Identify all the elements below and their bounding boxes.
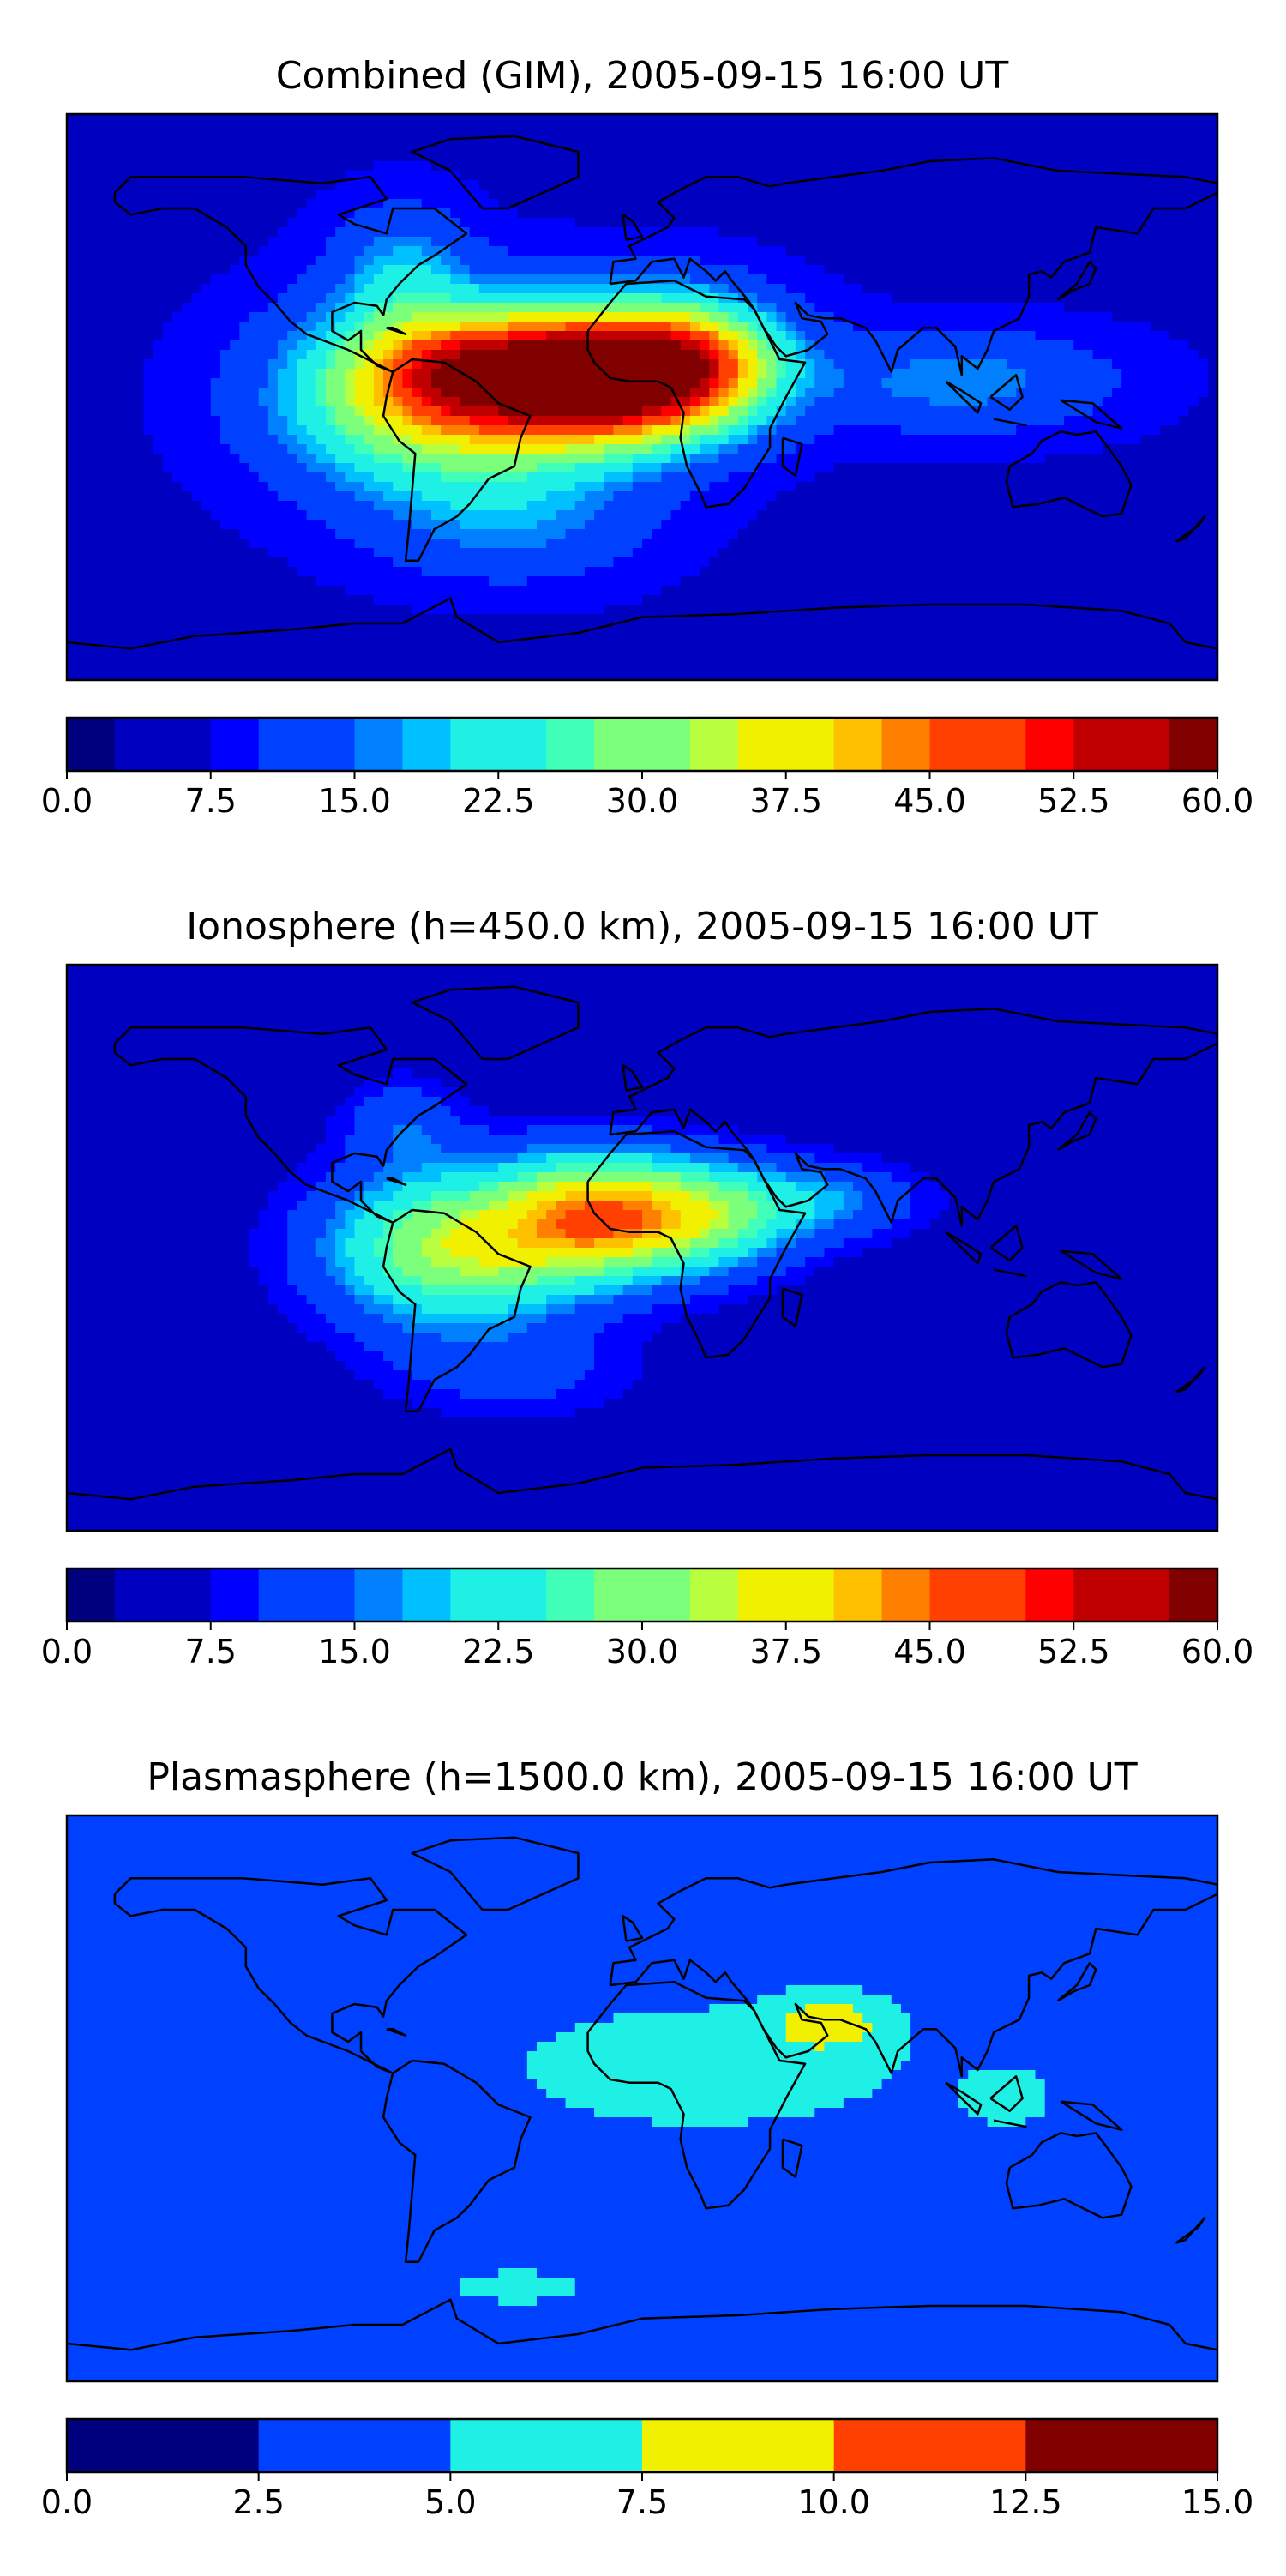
colorbar-segment	[882, 1568, 930, 1622]
colorbar-segment	[259, 1568, 307, 1622]
colorbar-tick-label: 52.5	[1037, 1633, 1110, 1670]
colorbar-segment	[834, 718, 882, 771]
colorbar-tick-label: 22.5	[462, 782, 535, 820]
colorbar-segment	[930, 1568, 978, 1622]
panel-ionosphere: Ionosphere (h=450.0 km), 2005-09-15 16:0…	[41, 905, 1254, 1670]
colorbar-segment	[642, 2419, 834, 2472]
colorbar-segment	[1073, 1568, 1121, 1622]
colorbar-segment	[1073, 718, 1121, 771]
colorbar-segment	[642, 718, 690, 771]
colorbar-segment	[738, 718, 786, 771]
panel-title: Ionosphere (h=450.0 km), 2005-09-15 16:0…	[186, 905, 1098, 948]
colorbar-tick-label: 52.5	[1037, 782, 1110, 820]
colorbar-segment	[67, 718, 115, 771]
colorbar-segment	[67, 1568, 115, 1622]
colorbar-tick-label: 37.5	[749, 1633, 822, 1670]
colorbar: 0.0 7.5 15.0 22.5 30.0 37.5 45.0 52.5 60.0	[41, 1568, 1254, 1670]
colorbar-segment	[1121, 718, 1169, 771]
colorbar-tick-label: 12.5	[989, 2483, 1062, 2521]
colorbar-segment	[259, 2419, 451, 2472]
colorbar-tick-label: 15.0	[318, 1633, 391, 1670]
colorbar-segment	[1025, 2419, 1217, 2472]
colorbar-segment	[307, 1568, 355, 1622]
colorbar-segment	[1169, 1568, 1217, 1622]
colorbar-segment	[834, 2419, 1026, 2472]
colorbar-segment	[786, 718, 834, 771]
colorbar: 0.0 2.5 5.0 7.5 10.0 12.5 15.0	[41, 2419, 1254, 2521]
colorbar-tick-label: 7.5	[185, 1633, 237, 1670]
colorbar-segment	[546, 1568, 594, 1622]
colorbar-segment	[450, 718, 498, 771]
colorbar-segment	[1025, 1568, 1073, 1622]
colorbar-segment	[690, 718, 738, 771]
colorbar-tick-label: 0.0	[41, 1633, 93, 1670]
colorbar-segment	[786, 1568, 834, 1622]
panel-combined: Combined (GIM), 2005-09-15 16:00 UT 0.0 7…	[41, 54, 1254, 820]
colorbar-segment	[67, 2419, 259, 2472]
colorbar-segment	[450, 1568, 498, 1622]
colorbar-segment	[307, 718, 355, 771]
colorbar-segment	[977, 1568, 1025, 1622]
colorbar-segment	[355, 718, 403, 771]
colorbar-segment	[594, 1568, 642, 1622]
colorbar-segment	[738, 1568, 786, 1622]
colorbar-segment	[546, 718, 594, 771]
colorbar-segment	[977, 718, 1025, 771]
colorbar-segment	[1169, 718, 1217, 771]
colorbar: 0.0 7.5 15.0 22.5 30.0 37.5 45.0 52.5 60.0	[41, 718, 1254, 820]
colorbar-tick-label: 10.0	[797, 2483, 870, 2521]
colorbar-segment	[1025, 718, 1073, 771]
colorbar-segment	[834, 1568, 882, 1622]
colorbar-segment	[163, 1568, 211, 1622]
panel-title: Combined (GIM), 2005-09-15 16:00 UT	[276, 54, 1009, 98]
colorbar-tick-label: 15.0	[1181, 2483, 1254, 2521]
colorbar-tick-label: 15.0	[318, 782, 391, 820]
colorbar-tick-label: 45.0	[893, 782, 966, 820]
colorbar-tick-label: 5.0	[424, 2483, 476, 2521]
colorbar-segment	[882, 718, 930, 771]
colorbar-segment	[402, 718, 450, 771]
colorbar-tick-label: 7.5	[616, 2483, 668, 2521]
colorbar-segment	[115, 1568, 163, 1622]
colorbar-segment	[498, 1568, 546, 1622]
colorbar-tick-label: 0.0	[41, 2483, 93, 2521]
tec-map	[67, 114, 1218, 681]
colorbar-segment	[163, 718, 211, 771]
colorbar-segment	[1121, 1568, 1169, 1622]
colorbar-tick-label: 0.0	[41, 782, 93, 820]
colorbar-segment	[690, 1568, 738, 1622]
colorbar-segment	[211, 1568, 259, 1622]
colorbar-tick-label: 30.0	[606, 1633, 679, 1670]
colorbar-tick-label: 2.5	[232, 2483, 284, 2521]
colorbar-tick-label: 7.5	[185, 782, 237, 820]
colorbar-segment	[115, 718, 163, 771]
panel-plasmasphere: Plasmasphere (h=1500.0 km), 2005-09-15 1…	[41, 1755, 1254, 2521]
colorbar-segment	[211, 718, 259, 771]
colorbar-segment	[355, 1568, 403, 1622]
colorbar-segment	[642, 1568, 690, 1622]
colorbar-tick-label: 37.5	[749, 782, 822, 820]
colorbar-segment	[930, 718, 978, 771]
colorbar-tick-label: 60.0	[1181, 782, 1254, 820]
colorbar-segment	[450, 2419, 642, 2472]
colorbar-segment	[498, 718, 546, 771]
tec-map	[67, 1815, 1218, 2382]
colorbar-segment	[594, 718, 642, 771]
panel-title: Plasmasphere (h=1500.0 km), 2005-09-15 1…	[147, 1755, 1137, 1799]
colorbar-tick-label: 60.0	[1181, 1633, 1254, 1670]
colorbar-tick-label: 45.0	[893, 1633, 966, 1670]
colorbar-tick-label: 30.0	[606, 782, 679, 820]
colorbar-tick-label: 22.5	[462, 1633, 535, 1670]
colorbar-segment	[259, 718, 307, 771]
colorbar-segment	[402, 1568, 450, 1622]
tec-map	[67, 965, 1218, 1532]
